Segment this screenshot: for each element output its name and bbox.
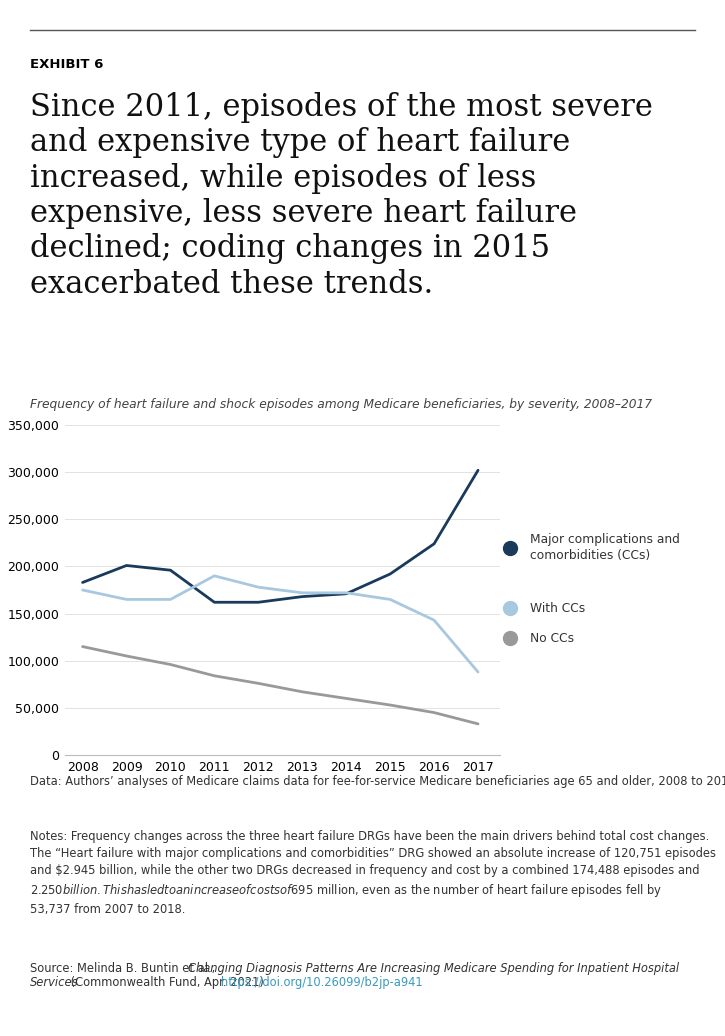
- Text: Major complications and
comorbidities (CCs): Major complications and comorbidities (C…: [530, 534, 680, 563]
- Text: Services: Services: [30, 976, 78, 989]
- Text: Notes: Frequency changes across the three heart failure DRGs have been the main : Notes: Frequency changes across the thre…: [30, 830, 716, 916]
- Text: Frequency of heart failure and shock episodes among Medicare beneficiaries, by s: Frequency of heart failure and shock epi…: [30, 398, 652, 411]
- Text: Changing Diagnosis Patterns Are Increasing Medicare Spending for Inpatient Hospi: Changing Diagnosis Patterns Are Increasi…: [188, 962, 679, 975]
- Text: No CCs: No CCs: [530, 632, 574, 644]
- Text: Since 2011, episodes of the most severe
and expensive type of heart failure
incr: Since 2011, episodes of the most severe …: [30, 92, 653, 299]
- Text: (Commonwealth Fund, Apr. 2021).: (Commonwealth Fund, Apr. 2021).: [67, 976, 271, 989]
- Text: Source: Melinda B. Buntin et al., —see below—: Source: Melinda B. Buntin et al., —see b…: [30, 962, 299, 975]
- Text: With CCs: With CCs: [530, 602, 585, 614]
- Text: Data: Authors’ analyses of Medicare claims data for fee-for-service Medicare ben: Data: Authors’ analyses of Medicare clai…: [30, 775, 725, 788]
- Text: https://doi.org/10.26099/b2jp-a941: https://doi.org/10.26099/b2jp-a941: [220, 976, 422, 989]
- Text: EXHIBIT 6: EXHIBIT 6: [30, 58, 104, 71]
- Text: Source: Melinda B. Buntin et al.,: Source: Melinda B. Buntin et al.,: [30, 962, 219, 975]
